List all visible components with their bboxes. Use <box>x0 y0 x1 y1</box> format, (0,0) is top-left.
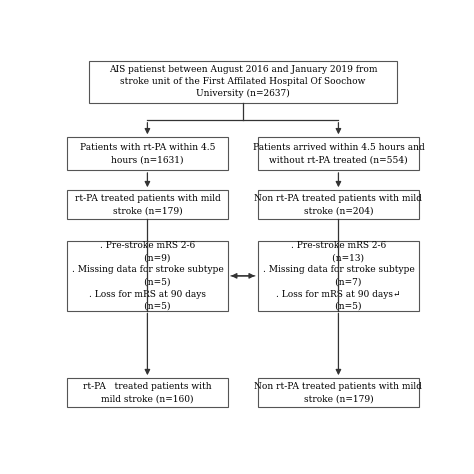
FancyBboxPatch shape <box>66 137 228 170</box>
FancyBboxPatch shape <box>89 61 397 102</box>
Text: Patients arrived within 4.5 hours and
without rt-PA treated (n=554): Patients arrived within 4.5 hours and wi… <box>253 143 424 164</box>
FancyBboxPatch shape <box>66 190 228 219</box>
FancyBboxPatch shape <box>258 378 419 407</box>
FancyBboxPatch shape <box>66 241 228 310</box>
Text: Patients with rt-PA within 4.5
hours (n=1631): Patients with rt-PA within 4.5 hours (n=… <box>80 143 215 164</box>
Text: Non rt-PA treated patients with mild
stroke (n=204): Non rt-PA treated patients with mild str… <box>255 194 422 215</box>
Text: AIS patienst between August 2016 and January 2019 from
stroke unit of the First : AIS patienst between August 2016 and Jan… <box>109 65 377 98</box>
Text: rt-PA treated patients with mild
stroke (n=179): rt-PA treated patients with mild stroke … <box>74 194 220 215</box>
FancyBboxPatch shape <box>258 190 419 219</box>
FancyBboxPatch shape <box>258 241 419 310</box>
Text: . Pre-stroke mRS 2-6
       (n=9)
. Missing data for stroke subtype
       (n=5): . Pre-stroke mRS 2-6 (n=9) . Missing dat… <box>72 241 223 311</box>
Text: rt-PA   treated patients with
mild stroke (n=160): rt-PA treated patients with mild stroke … <box>83 382 212 403</box>
FancyBboxPatch shape <box>66 378 228 407</box>
FancyBboxPatch shape <box>258 137 419 170</box>
Text: . Pre-stroke mRS 2-6
       (n=13)
. Missing data for stroke subtype
       (n=7: . Pre-stroke mRS 2-6 (n=13) . Missing da… <box>263 241 414 311</box>
Text: Non rt-PA treated patients with mild
stroke (n=179): Non rt-PA treated patients with mild str… <box>255 382 422 403</box>
